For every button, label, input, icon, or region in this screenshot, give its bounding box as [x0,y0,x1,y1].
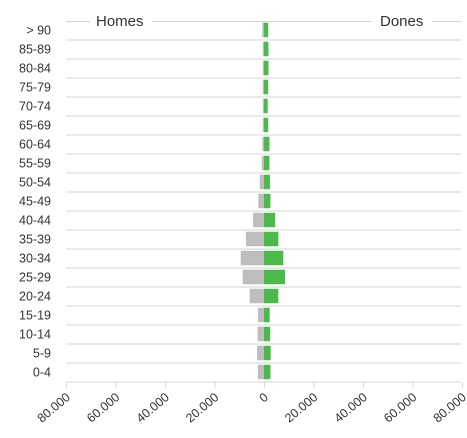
bar-dones [264,79,269,95]
bar-dones [264,231,279,247]
bar-dones [264,364,271,380]
legend: Homes Dones [66,13,461,30]
bar-dones [264,155,270,171]
x-tick-label: 80.000 [431,390,467,425]
x-tick-label: 80.000 [35,390,73,425]
bar-homes [242,269,264,285]
bar-homes [262,98,264,114]
bar-dones [264,326,271,342]
bar-homes [245,231,264,247]
y-tick-label: 40-44 [19,214,51,228]
bar-homes [261,155,264,171]
bar-homes [258,307,264,323]
bar-homes [249,288,264,304]
x-tick-label: 20.000 [282,390,320,425]
bar-dones [264,250,284,266]
bar-dones [264,117,269,133]
y-tick-label: 65-69 [19,119,51,133]
bar-homes [262,41,264,57]
x-tick-label: 40.000 [134,390,172,425]
bar-dones [264,136,270,152]
y-tick-label: 60-64 [19,138,51,152]
bar-homes [262,22,264,38]
x-tick-label: 40.000 [332,390,370,425]
bar-homes [240,250,264,266]
y-tick-label: > 90 [26,24,51,38]
bar-homes [253,212,264,228]
bar-dones [264,41,269,57]
bar-dones [264,174,270,190]
bar-homes [257,345,264,361]
bar-homes [262,79,264,95]
y-tick-label: 50-54 [19,176,51,190]
y-tick-label: 5-9 [33,347,51,361]
legend-label-homes: Homes [96,13,144,30]
x-tick-label: 20.000 [183,390,221,425]
bar-dones [264,345,271,361]
bar-homes [259,174,264,190]
y-tick-label: 15-19 [19,309,51,323]
bar-dones [264,307,270,323]
y-axis-labels: > 90 85-89 80-84 75-79 70-74 65-69 60-64 55-59 5… [19,24,51,380]
bar-homes [258,193,264,209]
y-tick-label: 35-39 [19,233,51,247]
bar-dones [264,60,269,76]
y-tick-label: 30-34 [19,252,51,266]
x-tick-label: 60.000 [84,390,122,425]
bar-homes [262,60,264,76]
y-tick-label: 20-24 [19,290,51,304]
bars [240,22,286,380]
bar-dones [264,269,286,285]
bar-dones [264,193,271,209]
bar-homes [262,117,264,133]
legend-label-dones: Dones [380,13,423,30]
bar-dones [264,288,279,304]
y-tick-label: 70-74 [19,100,51,114]
y-tick-label: 75-79 [19,81,51,95]
x-axis-labels: 80.000 60.000 40.000 20.000 0 20.000 40.000 60.… [35,390,467,425]
y-tick-label: 55-59 [19,157,51,171]
y-tick-label: 85-89 [19,43,51,57]
grid-lines [66,39,463,388]
bar-homes [257,364,264,380]
bar-dones [264,22,269,38]
bar-dones [264,98,268,114]
y-tick-label: 10-14 [19,328,51,342]
x-tick-label: 60.000 [381,390,419,425]
y-tick-label: 45-49 [19,195,51,209]
bar-dones [264,212,276,228]
x-tick-label: 0 [257,390,271,405]
y-tick-label: 0-4 [33,366,51,380]
y-tick-label: 80-84 [19,62,51,76]
bar-homes [257,326,264,342]
bar-homes [262,136,264,152]
y-tick-label: 25-29 [19,271,51,285]
